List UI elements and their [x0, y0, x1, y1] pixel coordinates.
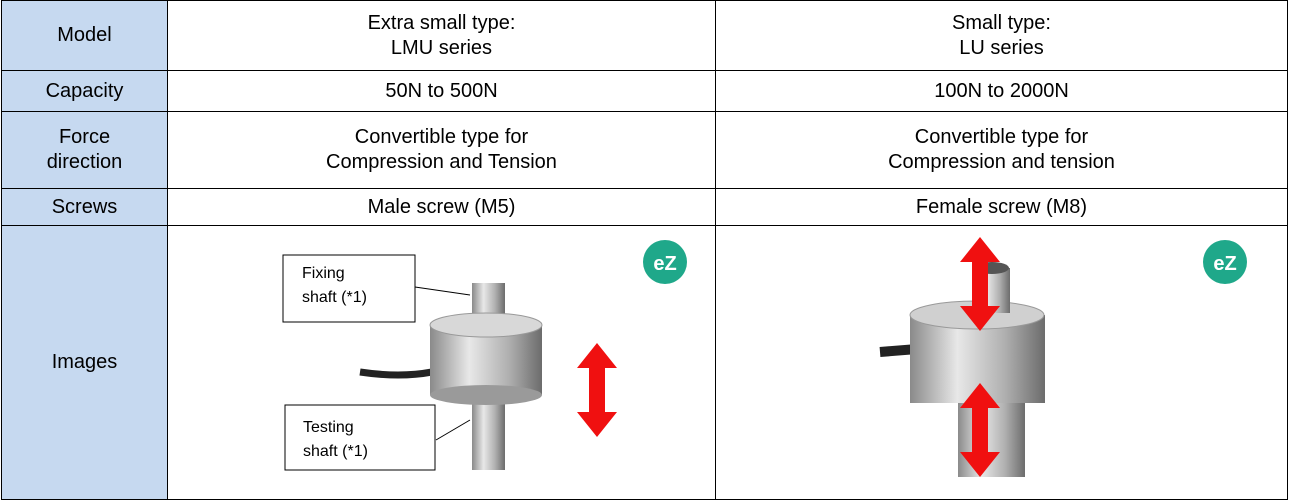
cell-text: Small type: — [952, 11, 1051, 34]
cell-text: Images — [51, 351, 118, 373]
row-header: Screws — [1, 188, 168, 226]
cell-text: direction — [46, 151, 123, 173]
cell-text: 100N to 2000N — [934, 79, 1069, 102]
cell-text: 50N to 500N — [385, 79, 498, 102]
cell-text: Capacity — [45, 79, 124, 102]
row-header: Images — [1, 225, 168, 500]
callout-text: Fixing — [302, 265, 345, 282]
lmu-sensor: Fixing shaft (*1) Testing shaft (*1) eZ — [282, 240, 687, 471]
row-header: Model — [1, 0, 168, 71]
row-header: Capacity — [1, 70, 168, 112]
cell-text: Male screw (M5) — [367, 195, 516, 218]
lu-sensor: eZ — [879, 237, 1247, 477]
callout-box — [282, 254, 416, 323]
table-cell: Convertible type for Compression and Tens… — [167, 111, 716, 189]
cell-text: Model — [57, 24, 112, 46]
callout-text: shaft (*1) — [302, 289, 367, 306]
table-cell: Male screw (M5) — [167, 188, 716, 226]
cell-text: LU series — [959, 36, 1044, 59]
cell-text: Compression and tension — [888, 151, 1115, 173]
table-cell: Female screw (M8) — [715, 188, 1288, 226]
table-cell: Small type: LU series — [715, 0, 1288, 71]
cell-text: Force — [58, 126, 111, 148]
logo — [1203, 240, 1247, 284]
cell-text: Compression and Tension — [326, 151, 557, 173]
callout-line — [414, 286, 471, 296]
cell-text: Convertible type for — [354, 126, 529, 148]
logo-text: eZ — [653, 253, 676, 275]
callout-box — [284, 404, 436, 471]
row-header: Force direction — [1, 111, 168, 189]
force-arrow — [577, 343, 617, 437]
table-cell: 100N to 2000N — [715, 70, 1288, 112]
callout-line — [435, 419, 471, 441]
table-cell: Convertible type for Compression and tens… — [715, 111, 1288, 189]
table-cell: Extra small type: LMU series — [167, 0, 716, 71]
callout-text: Testing — [303, 419, 354, 436]
callout-text: shaft (*1) — [303, 443, 368, 460]
logo-text: eZ — [1213, 253, 1236, 275]
table-cell: 50N to 500N — [167, 70, 716, 112]
logo — [643, 240, 687, 284]
cell-text: Female screw (M8) — [915, 195, 1088, 218]
cell-text: Extra small type: — [367, 11, 516, 34]
cell-text: LMU series — [390, 36, 493, 59]
cell-text: Convertible type for — [914, 126, 1089, 148]
cell-text: Screws — [51, 195, 118, 218]
